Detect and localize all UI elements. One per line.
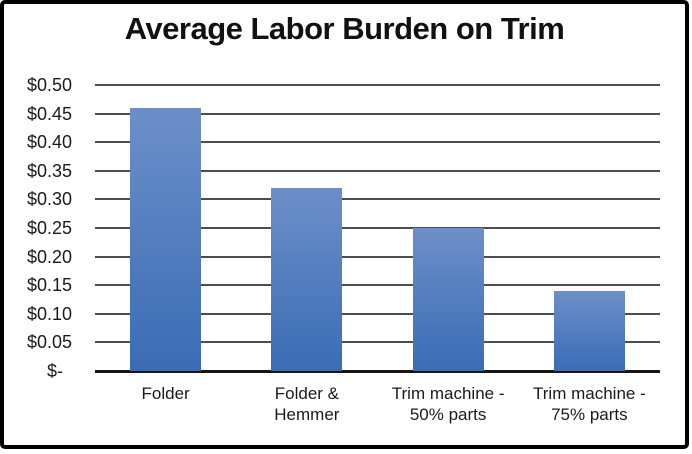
bar <box>553 290 625 371</box>
y-axis-tick-label: $- <box>46 361 63 381</box>
gridline <box>95 169 660 172</box>
gridline <box>95 141 660 144</box>
gridline <box>95 198 660 201</box>
x-axis-category-label: Trim machine - 75% parts <box>533 384 646 424</box>
x-axis-category-label: Folder <box>141 384 190 403</box>
y-axis-tick-label: $0.40 <box>26 132 72 153</box>
bar <box>412 228 484 371</box>
y-axis-tick-label: $0.10 <box>26 303 72 324</box>
gridline <box>95 255 660 258</box>
bar <box>130 107 202 371</box>
x-axis-category-label: Trim machine - 50% parts <box>391 384 505 424</box>
y-axis-tick-label: $0.20 <box>26 246 72 267</box>
x-axis-labels: Folder Folder & Hemmer Trim machine - 50% … <box>95 383 660 435</box>
bar <box>271 187 343 371</box>
x-axis-category-label: Folder & Hemmer <box>274 384 340 424</box>
chart-title: Average Labor Burden on Trim <box>124 11 565 46</box>
gridline <box>95 312 660 315</box>
y-axis-tick-label: $0.45 <box>26 103 72 124</box>
y-axis-tick-label: $0.35 <box>26 160 72 181</box>
y-axis-tick-label: $0.25 <box>26 218 72 238</box>
y-axis-tick-label: $0.05 <box>26 332 72 353</box>
y-axis-labels: $0.50 $0.45 $0.40 $0.35 $0.30 $0.25 $0.20 $0.15… <box>4 75 72 381</box>
y-axis-tick-label: $0.15 <box>26 275 72 296</box>
gridline <box>95 84 660 86</box>
gridline <box>95 112 660 115</box>
gridline <box>95 341 660 344</box>
gridline <box>95 284 660 287</box>
gridline <box>95 227 660 229</box>
y-axis-tick-label: $0.30 <box>26 189 72 210</box>
x-axis-line <box>95 370 660 373</box>
plot-area <box>95 84 660 373</box>
y-axis-tick-label: $0.50 <box>26 75 72 95</box>
